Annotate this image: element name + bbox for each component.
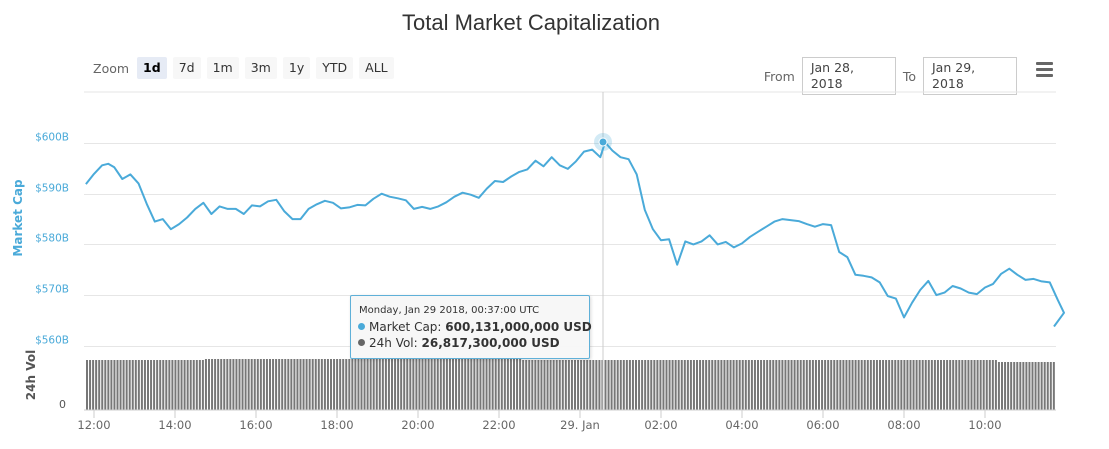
y-axis: $560B $570B $580B $590B $600B — [35, 132, 69, 347]
volume-axis-zero: 0 — [59, 398, 66, 411]
zoom-1y-button[interactable]: 1y — [282, 57, 311, 79]
x-tick-label: 16:00 — [239, 418, 272, 432]
tooltip-market-cap-row: Market Cap: 600,131,000,000 USD — [358, 320, 592, 334]
y-tick-label: $560B — [35, 335, 69, 347]
market-cap-line[interactable] — [85, 141, 1065, 328]
zoom-7d-button[interactable]: 7d — [172, 57, 201, 79]
tooltip-market-cap-value: 600,131,000,000 USD — [445, 320, 592, 334]
x-axis: 12:00 14:00 16:00 18:00 20:00 22:00 29. Jan 02:… — [77, 410, 1002, 432]
x-tick-label: 29. Jan — [560, 418, 600, 432]
y-tick-label: $590B — [35, 183, 69, 195]
x-tick-label: 04:00 — [725, 418, 758, 432]
x-tick-label: 18:00 — [320, 418, 353, 432]
x-tick-label: 08:00 — [887, 418, 920, 432]
zoom-selector: Zoom 1d 7d 1m 3m 1y YTD ALL — [88, 57, 394, 79]
x-tick-label: 02:00 — [644, 418, 677, 432]
volume-axis-title: 24h Vol — [24, 350, 38, 400]
zoom-1m-button[interactable]: 1m — [206, 57, 239, 79]
y-axis-title: Market Cap — [11, 179, 25, 257]
market-cap-dot-icon — [358, 323, 365, 330]
volume-dot-icon — [358, 339, 365, 346]
x-tick-label: 22:00 — [482, 418, 515, 432]
hover-point[interactable] — [598, 137, 608, 147]
grid-lines — [84, 91, 1056, 347]
tooltip-volume-row: 24h Vol: 26,817,300,000 USD — [358, 336, 560, 350]
volume-bars — [86, 359, 1055, 410]
from-date-input[interactable]: Jan 28, 2018 — [801, 57, 896, 95]
x-tick-label: 20:00 — [401, 418, 434, 432]
tooltip: Monday, Jan 29 2018, 00:37:00 UTC Market… — [350, 295, 592, 359]
from-label: From — [763, 68, 795, 84]
x-tick-label: 10:00 — [968, 418, 1001, 432]
zoom-label: Zoom — [93, 60, 130, 76]
tooltip-market-cap-label: Market Cap: — [369, 320, 442, 334]
x-tick-label: 14:00 — [158, 418, 191, 432]
zoom-3m-button[interactable]: 3m — [244, 57, 277, 79]
zoom-all-button[interactable]: ALL — [359, 57, 394, 79]
y-tick-label: $600B — [35, 132, 69, 144]
y-tick-label: $580B — [35, 233, 69, 245]
tooltip-date: Monday, Jan 29 2018, 00:37:00 UTC — [359, 305, 540, 316]
zoom-ytd-button[interactable]: YTD — [316, 57, 354, 79]
x-tick-label: 12:00 — [77, 418, 110, 432]
to-date-input[interactable]: Jan 29, 2018 — [923, 57, 1017, 95]
x-tick-label: 06:00 — [806, 418, 839, 432]
zoom-1d-button[interactable]: 1d — [137, 57, 167, 79]
y-tick-label: $570B — [35, 284, 69, 296]
tooltip-volume-label: 24h Vol: — [369, 336, 418, 350]
chart-title: Total Market Capitalization — [401, 10, 660, 35]
date-range: From Jan 28, 2018 To Jan 29, 2018 — [757, 57, 1017, 95]
hamburger-menu-icon[interactable] — [1036, 62, 1053, 80]
to-label: To — [902, 68, 916, 84]
tooltip-volume-value: 26,817,300,000 USD — [421, 336, 560, 350]
